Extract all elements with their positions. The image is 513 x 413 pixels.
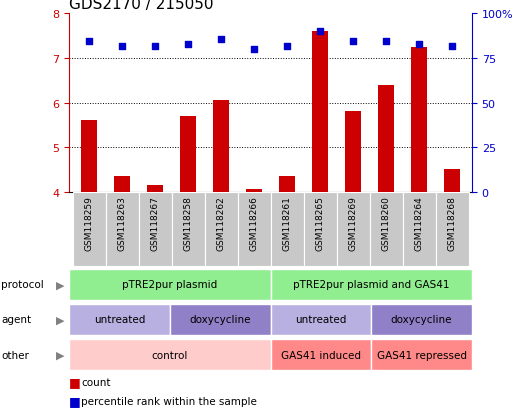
Text: percentile rank within the sample: percentile rank within the sample <box>81 396 257 406</box>
Text: doxycycline: doxycycline <box>189 315 251 325</box>
Bar <box>72 192 106 266</box>
Bar <box>436 192 469 266</box>
Bar <box>171 192 205 266</box>
Bar <box>213 101 229 192</box>
Bar <box>403 192 436 266</box>
Bar <box>170 304 271 335</box>
Text: GSM118259: GSM118259 <box>85 196 93 251</box>
Point <box>250 47 258 53</box>
Text: ▶: ▶ <box>56 280 65 290</box>
Text: ■: ■ <box>69 394 81 407</box>
Point <box>448 43 456 50</box>
Bar <box>69 269 271 300</box>
Bar <box>304 192 337 266</box>
Bar <box>106 192 139 266</box>
Point <box>382 39 390 45</box>
Point <box>349 39 357 45</box>
Bar <box>371 304 472 335</box>
Text: GSM118266: GSM118266 <box>250 196 259 251</box>
Text: agent: agent <box>1 315 31 325</box>
Bar <box>312 32 328 192</box>
Text: GSM118267: GSM118267 <box>151 196 160 251</box>
Text: protocol: protocol <box>1 280 44 290</box>
Bar <box>81 121 97 192</box>
Bar <box>378 85 394 192</box>
Bar <box>370 192 403 266</box>
Point <box>217 37 225 43</box>
Text: ▶: ▶ <box>56 350 65 360</box>
Text: untreated: untreated <box>295 315 347 325</box>
Point <box>118 43 126 50</box>
Bar <box>205 192 238 266</box>
Bar <box>279 176 295 192</box>
Text: pTRE2pur plasmid: pTRE2pur plasmid <box>122 280 218 290</box>
Point <box>316 29 324 36</box>
Bar <box>271 269 472 300</box>
Point <box>184 41 192 48</box>
Bar <box>271 192 304 266</box>
Text: GSM118269: GSM118269 <box>349 196 358 251</box>
Text: ■: ■ <box>69 375 81 389</box>
Bar <box>114 176 130 192</box>
Bar <box>271 304 371 335</box>
Bar <box>444 170 460 192</box>
Text: GSM118268: GSM118268 <box>448 196 457 251</box>
Text: GSM118265: GSM118265 <box>315 196 325 251</box>
Text: GSM118264: GSM118264 <box>415 196 424 250</box>
Point <box>283 43 291 50</box>
Bar <box>337 192 370 266</box>
Text: other: other <box>1 350 29 360</box>
Bar <box>411 48 427 192</box>
Text: control: control <box>152 350 188 360</box>
Text: GAS41 repressed: GAS41 repressed <box>377 350 467 360</box>
Point <box>415 41 423 48</box>
Bar <box>371 339 472 370</box>
Bar <box>238 192 271 266</box>
Bar <box>69 339 271 370</box>
Point <box>151 43 159 50</box>
Text: GAS41 induced: GAS41 induced <box>281 350 361 360</box>
Bar <box>246 190 262 192</box>
Text: ▶: ▶ <box>56 315 65 325</box>
Text: untreated: untreated <box>94 315 145 325</box>
Bar <box>345 112 361 192</box>
Text: GSM118262: GSM118262 <box>216 196 226 250</box>
Text: GDS2170 / 215050: GDS2170 / 215050 <box>69 0 214 12</box>
Text: GSM118260: GSM118260 <box>382 196 390 251</box>
Bar <box>180 116 196 192</box>
Text: doxycycline: doxycycline <box>391 315 452 325</box>
Bar <box>69 304 170 335</box>
Text: pTRE2pur plasmid and GAS41: pTRE2pur plasmid and GAS41 <box>293 280 449 290</box>
Point <box>85 39 93 45</box>
Bar <box>147 185 163 192</box>
Text: GSM118263: GSM118263 <box>117 196 127 251</box>
Bar <box>271 339 371 370</box>
Text: count: count <box>81 377 111 387</box>
Text: GSM118258: GSM118258 <box>184 196 192 251</box>
Text: GSM118261: GSM118261 <box>283 196 291 251</box>
Bar <box>139 192 171 266</box>
